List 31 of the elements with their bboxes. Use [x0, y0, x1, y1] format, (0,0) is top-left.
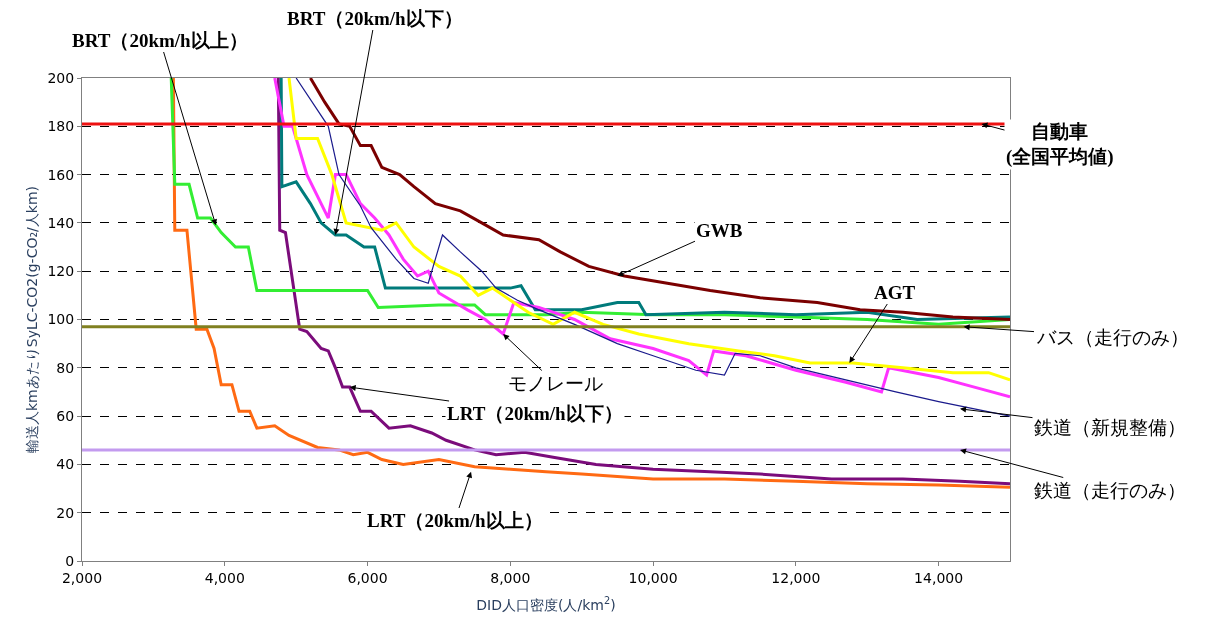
x-tick-label: 2,000	[61, 569, 103, 586]
ref-line-label: バス（走行のみ）	[1036, 326, 1189, 348]
x-tick-label: 4,000	[204, 569, 245, 586]
y-tick-label: 80	[56, 359, 75, 376]
annotation: BRT（20km/h以上）	[72, 30, 248, 51]
y-axis-title: 輸送人kmあたりSyLC-CO2(g-CO₂/人km)	[24, 186, 41, 453]
y-tick-label: 40	[56, 456, 75, 473]
annotation: モノレール	[508, 372, 603, 394]
y-tick-label: 140	[47, 214, 75, 231]
ref-line-label: 自動車 (全国平均値)	[1006, 121, 1114, 168]
y-tick-label: 20	[56, 504, 75, 521]
y-tick-label: 60	[56, 408, 75, 424]
y-tick-label: 100	[47, 311, 75, 328]
x-tick-label: 10,000	[628, 569, 678, 586]
annotation: LRT（20km/h以下）	[447, 403, 623, 424]
x-tick-label: 8,000	[490, 569, 531, 586]
x-tick-label: 12,000	[771, 569, 821, 586]
annotation: BRT（20km/h以下）	[287, 8, 463, 29]
y-tick-label: 0	[65, 552, 75, 569]
annotation: GWB	[696, 220, 743, 241]
ref-line-label: 鉄道（走行のみ）	[1034, 479, 1186, 501]
annotation: LRT（20km/h以上）	[367, 510, 543, 531]
y-tick-label: 160	[47, 166, 75, 183]
x-axis-title: DID人口密度(人/km$^{2}$)	[476, 595, 616, 614]
y-tick-label: 200	[47, 69, 75, 86]
y-tick-label: 120	[47, 263, 75, 280]
annotation: AGT	[874, 282, 916, 303]
y-tick-label: 180	[47, 118, 75, 135]
x-tick-label: 6,000	[347, 569, 388, 586]
x-tick-label: 14,000	[914, 569, 964, 586]
annotation: 鉄道（新規整備）	[1034, 416, 1186, 438]
